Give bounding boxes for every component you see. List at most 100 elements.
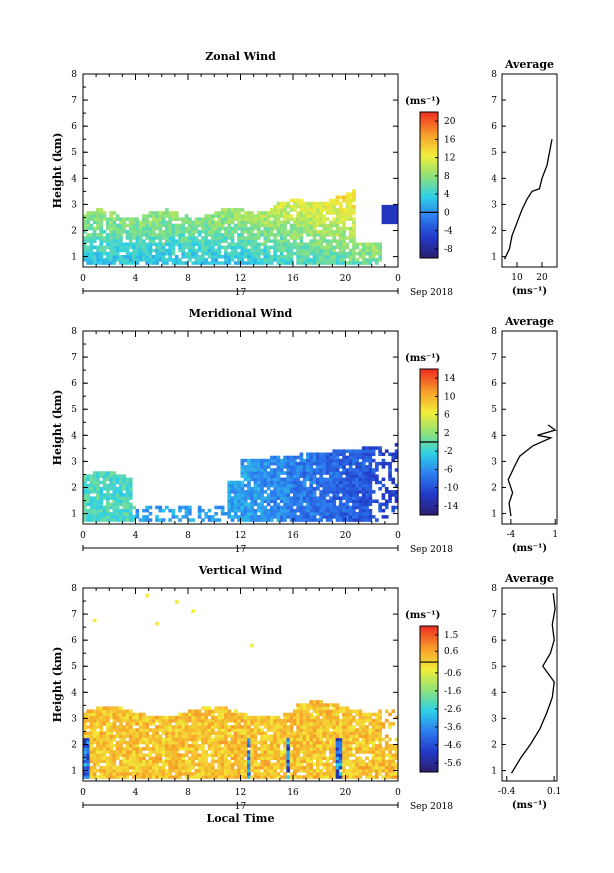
heatmap-cell: [345, 518, 350, 522]
heatmap-cell: [253, 765, 258, 770]
heatmap-cell: [260, 230, 264, 234]
heatmap-cell: [375, 734, 379, 739]
heatmap-cell: [86, 474, 90, 478]
heatmap-cell: [256, 233, 261, 237]
heatmap-cell: [194, 242, 199, 247]
heatmap-cell: [122, 518, 127, 522]
heatmap-cell: [345, 759, 350, 764]
heatmap-cell: [240, 734, 245, 739]
heatmap-cell: [309, 483, 314, 488]
heatmap-cell: [181, 737, 186, 742]
heatmap-cell: [106, 477, 110, 482]
heatmap-cell: [296, 703, 300, 707]
heatmap-cell: [296, 236, 300, 240]
heatmap-cell: [394, 208, 399, 212]
heatmap-cell: [165, 740, 169, 745]
heatmap-cell: [253, 248, 258, 253]
heatmap-cell: [243, 493, 248, 497]
heatmap-cell: [266, 226, 271, 231]
heatmap-cell: [181, 759, 186, 764]
heatmap-cell: [260, 483, 264, 488]
heatmap-cell: [220, 725, 225, 729]
heatmap-cell: [188, 775, 192, 779]
heatmap-cell: [168, 220, 172, 225]
heatmap-cell: [309, 452, 314, 457]
heatmap-cell: [92, 471, 97, 475]
heatmap-cell: [309, 220, 314, 225]
heatmap-cell: [145, 505, 149, 510]
heatmap-cell: [283, 715, 287, 720]
heatmap-cell: [204, 775, 209, 779]
heatmap-cell: [197, 712, 202, 717]
heatmap-cell: [342, 468, 346, 472]
heatmap-cell: [361, 461, 366, 466]
heatmap-cell: [106, 731, 110, 735]
average-y-tick-label: 2: [491, 483, 497, 493]
heatmap-cell: [151, 762, 156, 767]
heatmap-cell: [302, 765, 307, 770]
heatmap-cell: [214, 753, 218, 757]
heatmap-cell: [227, 728, 232, 732]
heatmap-cell: [355, 458, 359, 463]
heatmap-cell: [345, 712, 350, 717]
heatmap-cell: [128, 487, 133, 491]
heatmap-cell: [184, 753, 189, 757]
heatmap-cell: [342, 737, 346, 742]
heatmap-cell: [279, 471, 284, 475]
heatmap-cell: [148, 230, 153, 234]
heatmap-cell: [329, 230, 333, 234]
heatmap-cell: [342, 728, 346, 732]
x-tick-label: 0: [395, 531, 401, 541]
heatmap-cell: [128, 709, 133, 714]
heatmap-cell: [250, 251, 254, 256]
heatmap-cell: [348, 208, 353, 212]
heatmap-cell: [312, 223, 317, 228]
heatmap-cell: [171, 753, 176, 757]
heatmap-cell: [184, 214, 189, 218]
heatmap-cell: [332, 493, 337, 497]
heatmap-cell: [128, 233, 133, 237]
heatmap-cell: [345, 198, 350, 203]
heatmap-cell: [256, 245, 261, 250]
average-y-tick-label: 6: [491, 379, 497, 389]
heatmap-cell: [247, 502, 251, 507]
heatmap-cell: [352, 255, 356, 259]
heatmap-cell: [102, 750, 107, 754]
heatmap-cell: [273, 455, 277, 460]
heatmap-cell: [83, 753, 87, 757]
heatmap-cell: [384, 487, 389, 491]
heatmap-cell: [283, 245, 287, 250]
heatmap-cell: [92, 214, 97, 218]
heatmap-cell: [184, 731, 189, 735]
heatmap-cell: [322, 465, 327, 469]
heatmap-cell: [256, 248, 261, 253]
heatmap-cell: [388, 769, 392, 773]
heatmap-cell: [306, 762, 310, 767]
heatmap-cell: [83, 248, 87, 253]
heatmap-cell: [299, 468, 304, 472]
heatmap-cell: [289, 750, 294, 754]
heatmap-cell: [319, 477, 323, 482]
heatmap-cell: [250, 518, 254, 522]
heatmap-cell: [302, 487, 307, 491]
heatmap-cell: [293, 477, 297, 482]
heatmap-cell: [155, 718, 159, 723]
heatmap-cell: [128, 496, 133, 500]
heatmap-cell: [250, 512, 254, 516]
heatmap-cell: [273, 474, 277, 478]
heatmap-cell: [270, 474, 274, 478]
heatmap-cell: [161, 740, 166, 745]
heatmap-cell: [279, 480, 284, 485]
heatmap-cell: [155, 759, 159, 764]
heatmap-cell: [365, 744, 369, 748]
heatmap-cell: [115, 747, 120, 751]
heatmap-cell: [338, 195, 343, 200]
heatmap-cell: [289, 468, 294, 472]
heatmap-cell: [168, 769, 172, 773]
heatmap-cell: [230, 765, 235, 770]
heatmap-cell: [227, 490, 232, 494]
heatmap-cell: [335, 251, 340, 256]
heatmap-cell: [96, 483, 100, 488]
x-tick-label: 4: [133, 788, 139, 798]
